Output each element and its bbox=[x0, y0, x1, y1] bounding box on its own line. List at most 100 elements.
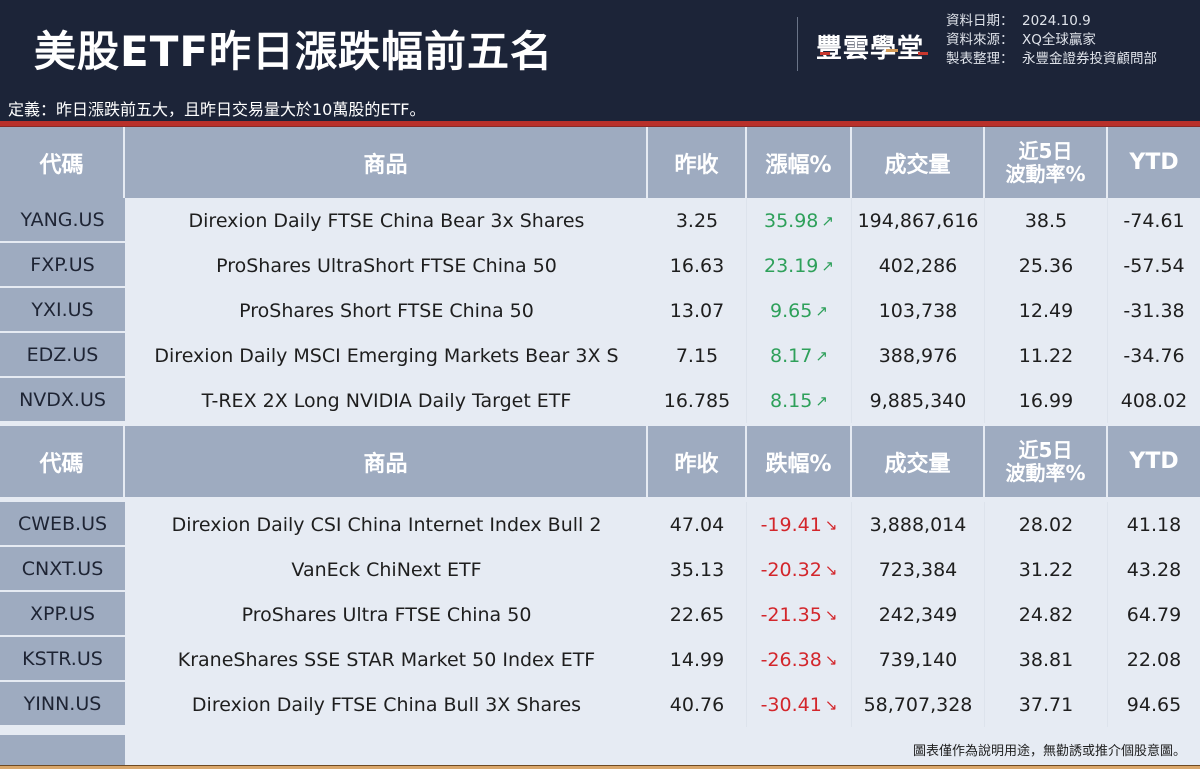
meta-label: 資料日期： bbox=[946, 13, 1014, 29]
table-row: YINN.US Direxion Daily FTSE China Bull 3… bbox=[0, 682, 1200, 727]
prev-close: 22.65 bbox=[648, 592, 747, 637]
volume: 194,867,616 bbox=[852, 198, 985, 243]
meta-compiler: 製表整理： 永豐金證券投資顧問部 bbox=[946, 50, 1157, 69]
volatility-5d: 25.36 bbox=[985, 243, 1108, 288]
etf-table: 代碼 商品 昨收 漲幅% 成交量 近5日 波動率% YTD YANG.US Di… bbox=[0, 127, 1200, 727]
meta-value: 永豐金證券投資顧問部 bbox=[1022, 51, 1157, 67]
col-header-close: 昨收 bbox=[648, 426, 747, 497]
arrow-down-right-icon: ↘ bbox=[824, 695, 838, 714]
change-pct: 9.65 ↗ bbox=[747, 288, 852, 333]
arrow-up-right-icon: ↗ bbox=[815, 301, 828, 320]
volatility-5d: 38.81 bbox=[985, 637, 1108, 682]
product-name: ProShares Ultra FTSE China 50 bbox=[125, 592, 648, 637]
prev-close: 40.76 bbox=[648, 682, 747, 727]
meta-value: 2024.10.9 bbox=[1022, 13, 1091, 29]
brand-accent-mark bbox=[886, 49, 898, 52]
product-name: Direxion Daily FTSE China Bear 3x Shares bbox=[125, 198, 648, 243]
volatility-5d: 38.5 bbox=[985, 198, 1108, 243]
footer: 圖表僅作為說明用途，無勸誘或推介個股意圖。 bbox=[0, 735, 1200, 765]
ticker-code: YINN.US bbox=[0, 682, 125, 727]
volatility-5d: 11.22 bbox=[985, 333, 1108, 378]
ticker-code: YANG.US bbox=[0, 198, 125, 243]
col-header-ytd: YTD bbox=[1108, 426, 1200, 497]
change-pct: -19.41 ↘ bbox=[747, 502, 852, 547]
col-header-code: 代碼 bbox=[0, 426, 125, 497]
meta-source: 資料來源： XQ全球贏家 bbox=[946, 31, 1157, 50]
ticker-code: CWEB.US bbox=[0, 502, 125, 547]
gainers-header-row: 代碼 商品 昨收 漲幅% 成交量 近5日 波動率% YTD bbox=[0, 127, 1200, 198]
ytd: -57.54 bbox=[1108, 243, 1200, 288]
col-header-volume: 成交量 bbox=[852, 127, 985, 198]
col-header-volatility-line2: 波動率% bbox=[1005, 460, 1086, 485]
source-meta: 資料日期： 2024.10.9 資料來源： XQ全球贏家 製表整理： 永豐金證券… bbox=[946, 12, 1157, 69]
col-header-change: 跌幅% bbox=[747, 426, 852, 497]
header-divider bbox=[797, 17, 798, 71]
change-pct: 8.15 ↗ bbox=[747, 378, 852, 423]
product-name: Direxion Daily MSCI Emerging Markets Bea… bbox=[125, 333, 648, 378]
volatility-5d: 12.49 bbox=[985, 288, 1108, 333]
definition-text: 定義：昨日漲跌前五大，且昨日交易量大於10萬股的ETF。 bbox=[8, 100, 426, 119]
prev-close: 7.15 bbox=[648, 333, 747, 378]
volatility-5d: 28.02 bbox=[985, 502, 1108, 547]
col-header-volatility: 近5日 波動率% bbox=[985, 127, 1108, 198]
arrow-up-right-icon: ↗ bbox=[815, 391, 828, 410]
ytd: 408.02 bbox=[1108, 378, 1200, 423]
col-header-volatility: 近5日 波動率% bbox=[985, 426, 1108, 497]
table-row: CWEB.US Direxion Daily CSI China Interne… bbox=[0, 502, 1200, 547]
change-value: -26.38 bbox=[760, 648, 822, 671]
arrow-down-right-icon: ↘ bbox=[824, 560, 838, 579]
product-name: ProShares UltraShort FTSE China 50 bbox=[125, 243, 648, 288]
ticker-code: CNXT.US bbox=[0, 547, 125, 592]
product-name: T-REX 2X Long NVIDIA Daily Target ETF bbox=[125, 378, 648, 423]
accent-rule bbox=[0, 121, 1200, 127]
volume: 3,888,014 bbox=[852, 502, 985, 547]
volume: 9,885,340 bbox=[852, 378, 985, 423]
col-header-volatility-line2: 波動率% bbox=[1005, 161, 1086, 186]
ytd: 64.79 bbox=[1108, 592, 1200, 637]
change-value: 23.19 bbox=[764, 254, 819, 277]
volume: 739,140 bbox=[852, 637, 985, 682]
table-row: XPP.US ProShares Ultra FTSE China 50 22.… bbox=[0, 592, 1200, 637]
col-header-volatility-line1: 近5日 bbox=[1018, 437, 1073, 462]
ticker-code: NVDX.US bbox=[0, 378, 125, 423]
volume: 388,976 bbox=[852, 333, 985, 378]
volatility-5d: 16.99 bbox=[985, 378, 1108, 423]
ticker-code: FXP.US bbox=[0, 243, 125, 288]
change-value: 8.17 bbox=[770, 344, 813, 367]
change-value: 8.15 bbox=[770, 389, 813, 412]
prev-close: 3.25 bbox=[648, 198, 747, 243]
volume: 723,384 bbox=[852, 547, 985, 592]
col-header-name: 商品 bbox=[125, 127, 648, 198]
change-value: -20.32 bbox=[760, 558, 822, 581]
col-header-name: 商品 bbox=[125, 426, 648, 497]
change-pct: -20.32 ↘ bbox=[747, 547, 852, 592]
arrow-down-right-icon: ↘ bbox=[824, 650, 838, 669]
change-value: 35.98 bbox=[764, 209, 819, 232]
brand-accent-mark bbox=[820, 52, 830, 55]
ytd: -34.76 bbox=[1108, 333, 1200, 378]
volume: 402,286 bbox=[852, 243, 985, 288]
product-name: VanEck ChiNext ETF bbox=[125, 547, 648, 592]
arrow-up-right-icon: ↗ bbox=[821, 256, 834, 275]
footer-code-column bbox=[0, 735, 125, 765]
header-banner: 美股ETF昨日漲跌幅前五名 豐雲學堂 資料日期： 2024.10.9 資料來源：… bbox=[0, 0, 1200, 121]
prev-close: 16.785 bbox=[648, 378, 747, 423]
prev-close: 47.04 bbox=[648, 502, 747, 547]
arrow-down-right-icon: ↘ bbox=[824, 515, 838, 534]
col-header-volatility-line1: 近5日 bbox=[1018, 138, 1073, 163]
change-pct: 35.98 ↗ bbox=[747, 198, 852, 243]
change-value: 9.65 bbox=[770, 299, 813, 322]
prev-close: 35.13 bbox=[648, 547, 747, 592]
ytd: 94.65 bbox=[1108, 682, 1200, 727]
prev-close: 14.99 bbox=[648, 637, 747, 682]
prev-close: 13.07 bbox=[648, 288, 747, 333]
arrow-down-right-icon: ↘ bbox=[824, 605, 838, 624]
brand-accent-mark bbox=[918, 52, 928, 55]
change-value: -30.41 bbox=[760, 693, 822, 716]
table-row: CNXT.US VanEck ChiNext ETF 35.13 -20.32 ↘… bbox=[0, 547, 1200, 592]
change-pct: -21.35 ↘ bbox=[747, 592, 852, 637]
meta-value: XQ全球贏家 bbox=[1022, 32, 1096, 48]
arrow-up-right-icon: ↗ bbox=[821, 211, 834, 230]
disclaimer-text: 圖表僅作為說明用途，無勸誘或推介個股意圖。 bbox=[912, 744, 1186, 759]
col-header-change: 漲幅% bbox=[747, 127, 852, 198]
